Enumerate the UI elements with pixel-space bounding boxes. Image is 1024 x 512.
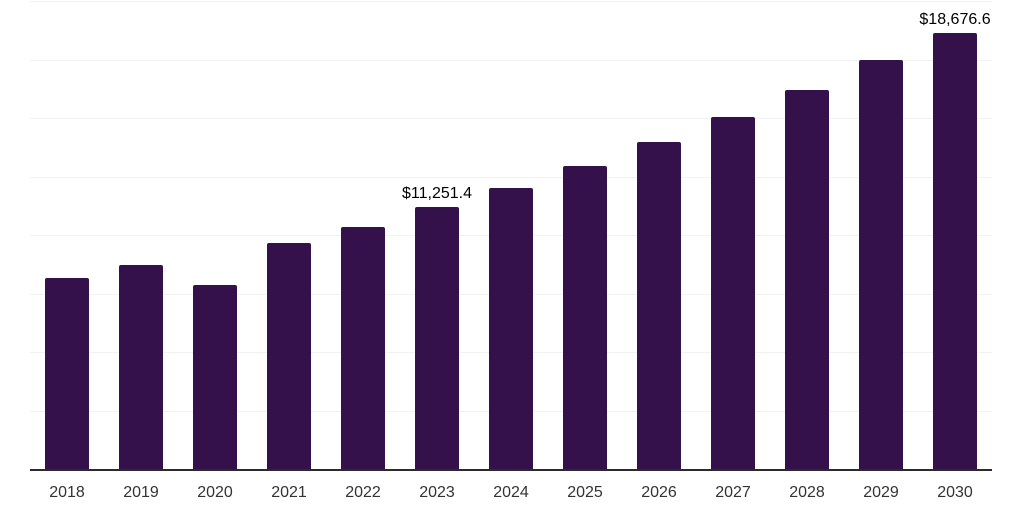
bar-2022 (341, 227, 385, 470)
bar-2029 (859, 60, 903, 470)
x-tick-2030: 2030 (937, 484, 973, 501)
bar-2028 (785, 90, 829, 470)
x-axis-line (30, 469, 992, 471)
bar-2019 (119, 265, 163, 470)
gridline (30, 118, 992, 119)
x-axis-tick-labels: 2018 2019 2020 2021 2022 2023 2024 2025 2026 2027… (30, 484, 992, 506)
x-tick-2020: 2020 (197, 484, 233, 501)
plot-area: $11,251.4 $18,676.6 (30, 0, 992, 470)
bar-2026 (637, 142, 681, 470)
x-tick-2019: 2019 (123, 484, 159, 501)
bar-2021 (267, 242, 311, 470)
x-tick-2018: 2018 (49, 484, 85, 501)
x-tick-2026: 2026 (641, 484, 677, 501)
bar-2020 (193, 285, 237, 470)
bar-2027 (711, 117, 755, 470)
bar-2030 (933, 32, 977, 470)
x-tick-2022: 2022 (345, 484, 381, 501)
data-label-2023: $11,251.4 (402, 184, 472, 202)
bar-2023 (415, 206, 459, 470)
data-label-2030: $18,676.6 (919, 10, 991, 28)
bar-2025 (563, 165, 607, 470)
x-tick-2025: 2025 (567, 484, 603, 501)
x-tick-2028: 2028 (789, 484, 825, 501)
x-tick-2027: 2027 (715, 484, 751, 501)
bar-2024 (489, 187, 533, 470)
x-tick-2023: 2023 (419, 484, 455, 501)
gridline (30, 59, 992, 61)
gridline (30, 176, 992, 178)
x-tick-2024: 2024 (493, 484, 529, 501)
bar-2018 (45, 278, 89, 470)
gridline (30, 1, 992, 2)
x-tick-2029: 2029 (863, 484, 899, 501)
x-tick-2021: 2021 (271, 484, 307, 501)
